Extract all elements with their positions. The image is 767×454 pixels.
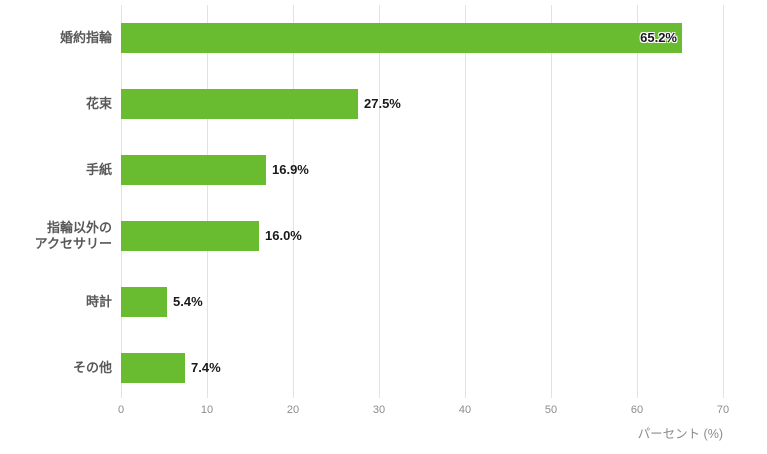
category-label: 時計 (85, 294, 112, 309)
grid-line (551, 5, 552, 398)
bar (121, 23, 682, 53)
grid-line (637, 5, 638, 398)
category-label: 婚約指輪 (59, 30, 112, 45)
bar (121, 89, 358, 119)
value-label: 16.0% (265, 228, 302, 243)
value-label: 7.4% (191, 360, 221, 375)
value-label: 5.4% (173, 294, 203, 309)
bar (121, 221, 259, 251)
x-tick-label: 50 (544, 404, 558, 416)
grid-line (293, 5, 294, 398)
grid-line (207, 5, 208, 398)
x-tick-label: 10 (200, 404, 214, 416)
grid-line (121, 5, 122, 398)
grid-line (379, 5, 380, 398)
category-label: 手紙 (85, 162, 112, 177)
category-label: 指輪以外の アクセサリー (34, 220, 112, 251)
x-tick-label: 70 (716, 404, 730, 416)
value-label: 27.5% (364, 96, 401, 111)
bar (121, 353, 185, 383)
x-tick-label: 20 (286, 404, 300, 416)
bar (121, 155, 266, 185)
x-tick-label: 30 (372, 404, 386, 416)
grid-line (723, 5, 724, 398)
value-label: 16.9% (272, 162, 309, 177)
x-tick-label: 0 (117, 404, 125, 416)
x-tick-label: 40 (458, 404, 472, 416)
category-label: その他 (72, 360, 112, 375)
x-tick-label: 60 (630, 404, 644, 416)
value-label: 65.2% (640, 30, 677, 45)
bar (121, 287, 167, 317)
category-label: 花束 (85, 96, 112, 111)
x-axis-title: パーセント (%) (637, 427, 723, 441)
grid-line (465, 5, 466, 398)
